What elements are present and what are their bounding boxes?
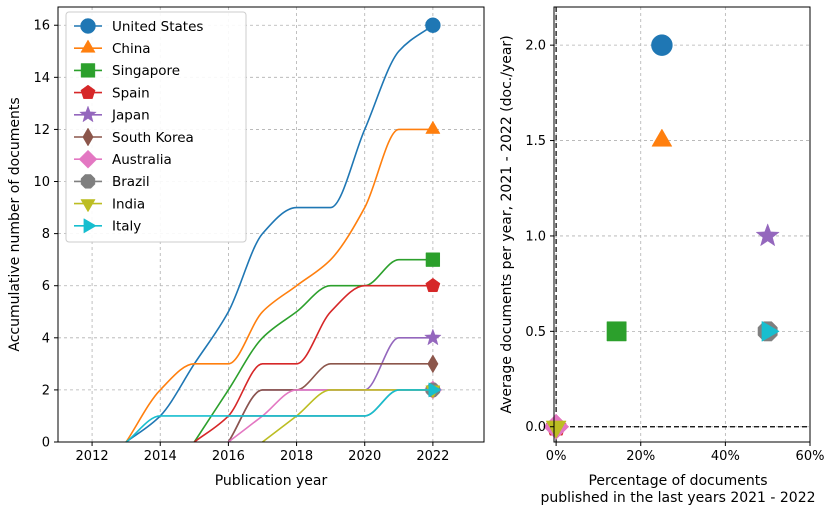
legend-entry-india: India [74, 196, 145, 212]
legend-entry-united-states: United States [74, 18, 203, 35]
series-line-italy [125, 389, 433, 443]
scatter-reference-lines [554, 7, 810, 442]
legend-label: Singapore [112, 63, 180, 79]
x-tick-label-2014: 2014 [144, 449, 177, 464]
series-line-united-states [125, 24, 434, 443]
legend-label: South Korea [112, 130, 194, 146]
legend: United States China Singapore Spain Japan Sou… [65, 11, 247, 243]
x-tick-label-2018: 2018 [280, 449, 313, 464]
scatter-chart-panel: 0% 20% 40% 60% 0.0 0.5 1.0 1.5 2.0 Percentage of… [499, 6, 824, 506]
legend-label: Brazil [112, 174, 150, 190]
x-tick-label-2022: 2022 [416, 449, 449, 464]
scatter-y-axis-label: Average documents per year, 2021 - 2022 … [499, 35, 515, 413]
scatter-chart-frame [553, 6, 811, 443]
y-tick-label-14: 14 [33, 71, 50, 86]
scatter-chart-ticks: 0% 20% 40% 60% 0.0 0.5 1.0 1.5 2.0 [525, 39, 824, 464]
legend-marker-swatch [80, 39, 96, 53]
legend-label: China [112, 41, 151, 57]
scatter-y-tick-label: 2.0 [525, 39, 546, 54]
scatter-y-tick-label: 1.5 [525, 134, 546, 149]
series-end-marker-south-korea [427, 354, 439, 374]
legend-entry-spain: Spain [74, 84, 150, 101]
series-line-singapore [193, 258, 433, 443]
scatter-chart-axes-box [553, 6, 811, 443]
line-chart-axes-box [57, 6, 485, 443]
line-chart-frame [57, 6, 485, 443]
legend-box [65, 11, 247, 243]
scatter-x-axis-label-line-1: Percentage of documents [588, 473, 767, 489]
x-tick-label-2020: 2020 [348, 449, 381, 464]
legend-label: Spain [112, 85, 150, 101]
y-tick-label-0: 0 [42, 436, 50, 451]
legend-marker-swatch [80, 174, 96, 189]
scatter-point-china [651, 128, 673, 147]
legend-marker-swatch [83, 218, 97, 234]
scatter-y-tick-label: 0.5 [525, 325, 546, 340]
scatter-point-india [545, 420, 567, 439]
y-tick-label-4: 4 [42, 331, 50, 346]
x-tick-label-2016: 2016 [212, 449, 245, 464]
legend-marker-swatch [80, 63, 96, 78]
scatter-y-tick-label: 1.0 [525, 229, 546, 244]
legend-marker-swatch [78, 149, 98, 169]
scatter-x-tick-label: 40% [711, 449, 740, 464]
series-line-south-korea [227, 363, 433, 443]
series-line-china [125, 128, 433, 443]
legend-label: Australia [112, 152, 172, 168]
legend-label: United States [112, 19, 203, 35]
scatter-point-japan [755, 223, 780, 247]
series-end-marker-japan [423, 328, 442, 346]
legend-marker-swatch [79, 105, 97, 123]
series-end-marker-spain [425, 277, 441, 293]
legend-entry-japan: Japan [74, 105, 150, 124]
legend-marker-swatch [80, 84, 96, 99]
scatter-y-tick-label: 0.0 [525, 420, 546, 435]
legend-marker-swatch [80, 199, 96, 213]
legend-entry-south-korea: South Korea [74, 127, 194, 147]
line-chart-panel: 2012 2014 2016 2018 2020 2022 0 2 4 6 8 10 12 14 16 Pu… [7, 6, 485, 489]
series-end-marker-china [425, 120, 441, 134]
scatter-point-singapore [606, 321, 627, 342]
y-tick-label-10: 10 [33, 175, 50, 190]
legend-entry-italy: Italy [74, 218, 141, 235]
series-line-brazil [228, 389, 433, 417]
line-chart-y-axis-label: Accumulative number of documents [7, 97, 23, 351]
y-tick-label-16: 16 [33, 19, 50, 34]
legend-marker-swatch [82, 127, 94, 147]
line-chart-series [125, 17, 443, 443]
scatter-points [543, 34, 780, 440]
legend-label: India [112, 196, 145, 212]
series-end-marker-italy [428, 382, 442, 398]
y-tick-label-2: 2 [42, 383, 50, 398]
scatter-point-italy [761, 320, 780, 342]
scatter-chart-grid [554, 7, 811, 442]
y-tick-label-8: 8 [42, 227, 50, 242]
scatter-x-tick-label: 20% [626, 449, 655, 464]
legend-entry-australia: Australia [74, 149, 172, 169]
scatter-point-united-states [651, 34, 673, 56]
y-tick-label-12: 12 [33, 123, 50, 138]
y-tick-label-6: 6 [42, 279, 50, 294]
line-chart-x-axis-label: Publication year [215, 473, 328, 489]
series-line-spain [193, 284, 433, 443]
legend-entry-china: China [74, 39, 151, 57]
legend-marker-swatch [80, 18, 96, 34]
series-end-marker-singapore [425, 252, 441, 267]
legend-entry-singapore: Singapore [74, 63, 180, 79]
legend-label: Japan [111, 108, 150, 124]
scatter-x-tick-label: 60% [796, 449, 825, 464]
legend-label: Italy [112, 219, 141, 235]
scatter-x-tick-label: 0% [546, 449, 567, 464]
scatter-x-axis-label-line-2: published in the last years 2021 - 2022 [540, 490, 815, 506]
line-chart-ticks: 2012 2014 2016 2018 2020 2022 0 2 4 6 8 10 12 14 16 [33, 19, 449, 464]
x-tick-label-2012: 2012 [76, 449, 109, 464]
series-end-marker-united-states [425, 17, 441, 33]
legend-entry-brazil: Brazil [74, 174, 150, 190]
